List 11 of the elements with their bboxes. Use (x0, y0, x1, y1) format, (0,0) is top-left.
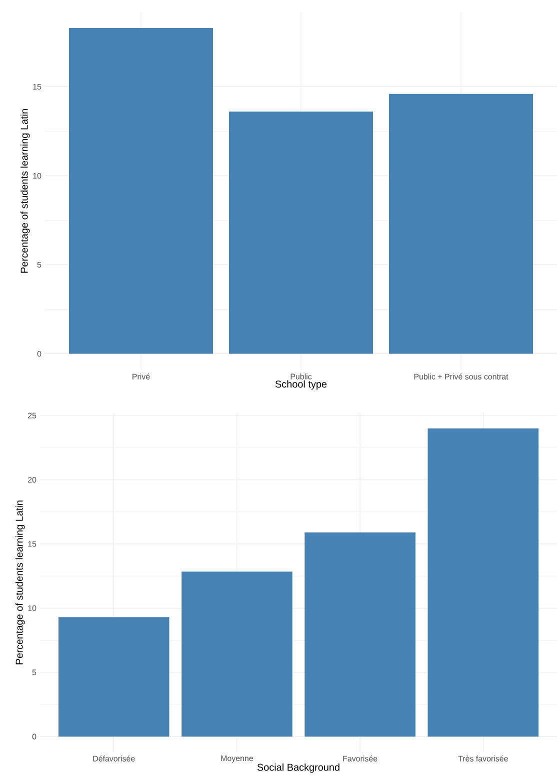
y-axis-title: Percentage of students learning Latin (20, 109, 30, 273)
bar (304, 532, 416, 737)
bar (69, 28, 213, 354)
y-axis-title: Percentage of students learning Latin (15, 500, 25, 664)
bar (428, 428, 539, 737)
x-axis-title: School type (275, 380, 327, 390)
bar (389, 94, 534, 354)
x-axis-title: Social Background (257, 764, 340, 773)
bar (229, 112, 373, 354)
bar (182, 572, 292, 737)
bar (58, 617, 170, 737)
